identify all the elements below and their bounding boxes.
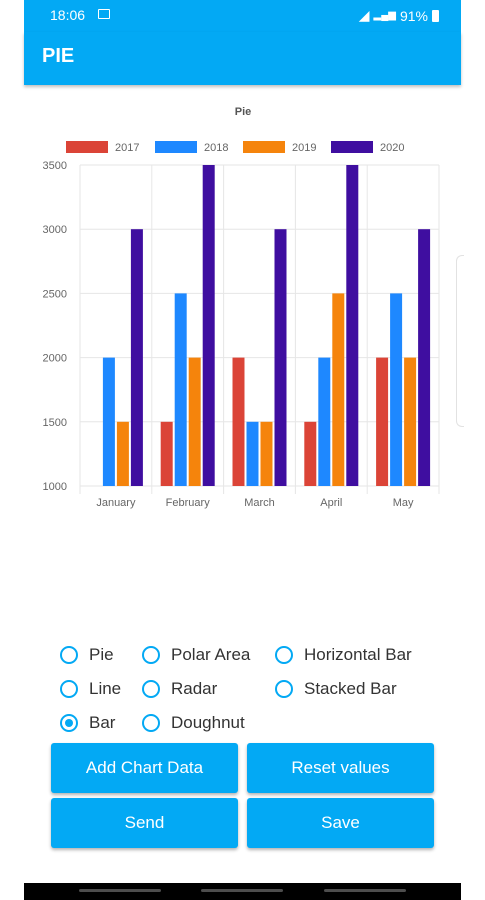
bar [102, 357, 115, 486]
bar [304, 421, 317, 486]
nav-recents-button[interactable] [79, 889, 161, 892]
radio-label: Pie [89, 645, 114, 664]
radio-circle-checked-icon [60, 714, 78, 732]
status-bar: 18:06 ◢ ▂▄▆ 91% [24, 0, 461, 32]
signal-icon: ▂▄▆ [373, 10, 396, 21]
radio-circle-icon [275, 646, 293, 664]
bar [318, 357, 331, 486]
battery-icon [432, 9, 439, 22]
chart-canvas: Pie 2017 2018 2019 2020 1000 1500 2000 2500 3000 3… [43, 106, 440, 509]
legend-label: 2017 [115, 142, 139, 154]
bar [160, 421, 173, 486]
radio-bar[interactable]: Bar [60, 713, 115, 733]
x-tick-label: May [393, 497, 414, 509]
send-button[interactable]: Send [51, 798, 238, 848]
bar [246, 421, 259, 486]
bar-chart: Pie 2017 2018 2019 2020 1000 1500 2000 2500 3000 3… [24, 95, 461, 525]
bar [274, 229, 287, 486]
app-bar: PIE [24, 32, 461, 85]
radio-circle-icon [60, 646, 78, 664]
save-button[interactable]: Save [247, 798, 434, 848]
legend-swatch [331, 141, 373, 153]
bar [418, 229, 431, 486]
status-indicators: ◢ ▂▄▆ 91% [359, 7, 439, 24]
radio-label: Radar [171, 679, 218, 698]
bar [346, 165, 359, 486]
bar [202, 165, 215, 486]
radio-horizontal-bar[interactable]: Horizontal Bar [275, 645, 412, 665]
radio-circle-icon [142, 714, 160, 732]
radio-circle-icon [142, 680, 160, 698]
x-tick-label: February [166, 497, 211, 509]
x-tick-label: March [244, 497, 275, 509]
y-tick-label: 3500 [43, 160, 67, 172]
bar [260, 421, 273, 486]
radio-doughnut[interactable]: Doughnut [142, 713, 245, 733]
y-tick-label: 2000 [43, 353, 67, 365]
radio-radar[interactable]: Radar [142, 679, 217, 699]
bar [376, 357, 389, 486]
bar [174, 293, 187, 486]
radio-polar-area[interactable]: Polar Area [142, 645, 250, 665]
x-tick-label: April [320, 497, 342, 509]
radio-label: Stacked Bar [304, 679, 397, 698]
bar [116, 421, 129, 486]
bar [332, 293, 345, 486]
wifi-icon: ◢ [358, 7, 370, 23]
radio-circle-icon [275, 680, 293, 698]
drawer-handle[interactable] [456, 255, 464, 427]
y-tick-label: 3000 [43, 224, 67, 236]
status-time: 18:06 [50, 7, 86, 23]
reset-values-button[interactable]: Reset values [247, 743, 434, 793]
battery-percent: 91% [399, 7, 428, 24]
gallery-notification-icon [98, 9, 110, 19]
x-tick-label: January [96, 497, 136, 509]
radio-label: Bar [89, 713, 116, 732]
add-chart-data-button[interactable]: Add Chart Data [51, 743, 238, 793]
legend-swatch [155, 141, 197, 153]
radio-line[interactable]: Line [60, 679, 121, 699]
radio-label: Horizontal Bar [304, 645, 412, 664]
radio-label: Polar Area [171, 645, 251, 664]
legend-swatch [66, 141, 108, 153]
y-tick-label: 2500 [43, 288, 67, 300]
y-tick-label: 1000 [43, 481, 67, 493]
legend-swatch [243, 141, 285, 153]
y-tick-label: 1500 [43, 417, 67, 429]
bar [130, 229, 143, 486]
radio-pie[interactable]: Pie [60, 645, 114, 665]
bar [232, 357, 245, 486]
bar [390, 293, 403, 486]
legend-label: 2019 [292, 142, 316, 154]
chart-title: Pie [235, 106, 252, 118]
radio-label: Line [89, 679, 122, 698]
legend-label: 2020 [380, 142, 404, 154]
nav-back-button[interactable] [324, 889, 406, 892]
radio-stacked-bar[interactable]: Stacked Bar [275, 679, 397, 699]
bar [404, 357, 417, 486]
radio-circle-icon [60, 680, 78, 698]
radio-label: Doughnut [171, 713, 245, 732]
app-title: PIE [42, 45, 75, 67]
bar [188, 357, 201, 486]
navigation-bar [24, 883, 461, 900]
legend-label: 2018 [204, 142, 228, 154]
nav-home-button[interactable] [201, 889, 283, 892]
radio-circle-icon [142, 646, 160, 664]
